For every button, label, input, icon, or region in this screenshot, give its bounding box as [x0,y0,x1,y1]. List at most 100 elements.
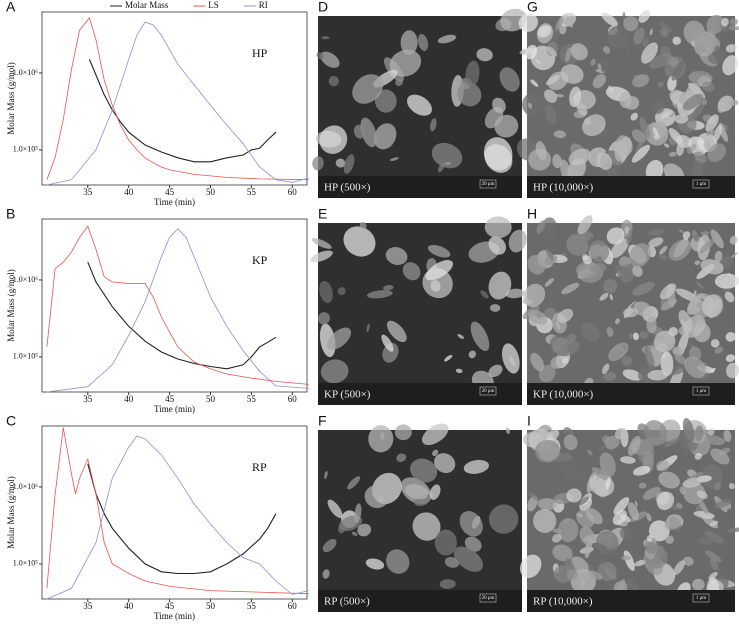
texture [567,158,587,182]
texture [663,143,670,148]
texture [664,514,683,530]
series-line [46,427,309,595]
texture [697,536,714,546]
texture [627,502,639,521]
texture [505,427,510,435]
scale-bar-label: 1 μm [696,389,706,394]
texture [601,363,610,375]
texture [354,503,362,524]
texture [614,137,632,162]
texture [710,339,720,348]
texture [543,89,558,103]
texture [709,520,719,527]
x-axis-label: Time (min) [154,197,195,207]
scale-box [692,386,710,396]
texture [519,554,542,578]
texture [692,32,718,49]
texture [343,226,376,257]
legend-label: RI [259,0,268,10]
texture [562,427,572,436]
texture [608,85,614,93]
texture [559,340,580,357]
texture [672,36,681,45]
texture [570,43,588,61]
texture [576,513,583,518]
scale-bar-label: 20 μm [482,389,495,394]
texture [508,229,527,253]
scale-bar-label: 1 μm [696,182,706,187]
y-tick-label: 1.0×10⁵ [13,559,39,568]
texture [641,437,666,447]
panel-letter: F [318,413,327,429]
texture [489,304,501,312]
texture [635,500,638,507]
caption: KP (10,000×) [533,389,594,401]
texture [710,229,724,249]
legend-label: LS [208,0,219,10]
texture [679,486,686,495]
texture [608,342,629,362]
panel-letter: G [527,0,538,15]
texture [614,427,626,440]
texture [565,47,572,63]
texture [530,79,539,87]
texture [648,237,664,248]
texture [437,162,446,173]
texture [711,129,714,136]
texture [656,491,675,511]
texture [319,125,348,154]
texture [632,265,643,277]
texture [701,231,710,236]
texture [425,260,454,281]
y-tick-label: 1.0×10⁶ [13,275,39,284]
texture [632,332,639,341]
texture [365,558,385,570]
texture [318,312,330,325]
texture [366,290,393,299]
texture [579,526,595,546]
scale-box [692,179,710,189]
x-tick-label: 55 [247,394,257,404]
texture [682,417,695,443]
texture [693,511,715,519]
texture [622,11,626,21]
texture [533,508,557,533]
micrograph [516,10,739,198]
texture [668,327,679,336]
texture [723,429,732,443]
texture [597,561,617,581]
texture [603,372,617,381]
texture [704,531,725,544]
texture [565,333,577,344]
texture [320,51,340,68]
texture [429,484,441,500]
micrograph [312,8,528,198]
texture [612,510,627,526]
texture [412,512,441,541]
texture [658,22,672,32]
texture [598,445,605,452]
texture [645,541,658,555]
series-line [46,435,309,600]
texture [327,499,343,518]
texture [566,488,582,503]
texture [634,559,647,567]
texture [562,464,587,483]
texture [678,229,685,234]
texture [714,498,733,509]
texture [646,513,652,522]
series-line [87,463,277,575]
texture [714,273,739,289]
texture [579,496,590,506]
panel-letter: I [527,413,531,429]
texture [694,260,701,266]
series-line [87,261,277,370]
texture [629,333,633,340]
caption: HP (500×) [324,182,371,194]
caption: HP (10,000×) [533,182,594,194]
texture [476,48,493,62]
texture [706,14,725,35]
texture [725,354,736,362]
texture [696,490,708,499]
texture [597,63,602,70]
